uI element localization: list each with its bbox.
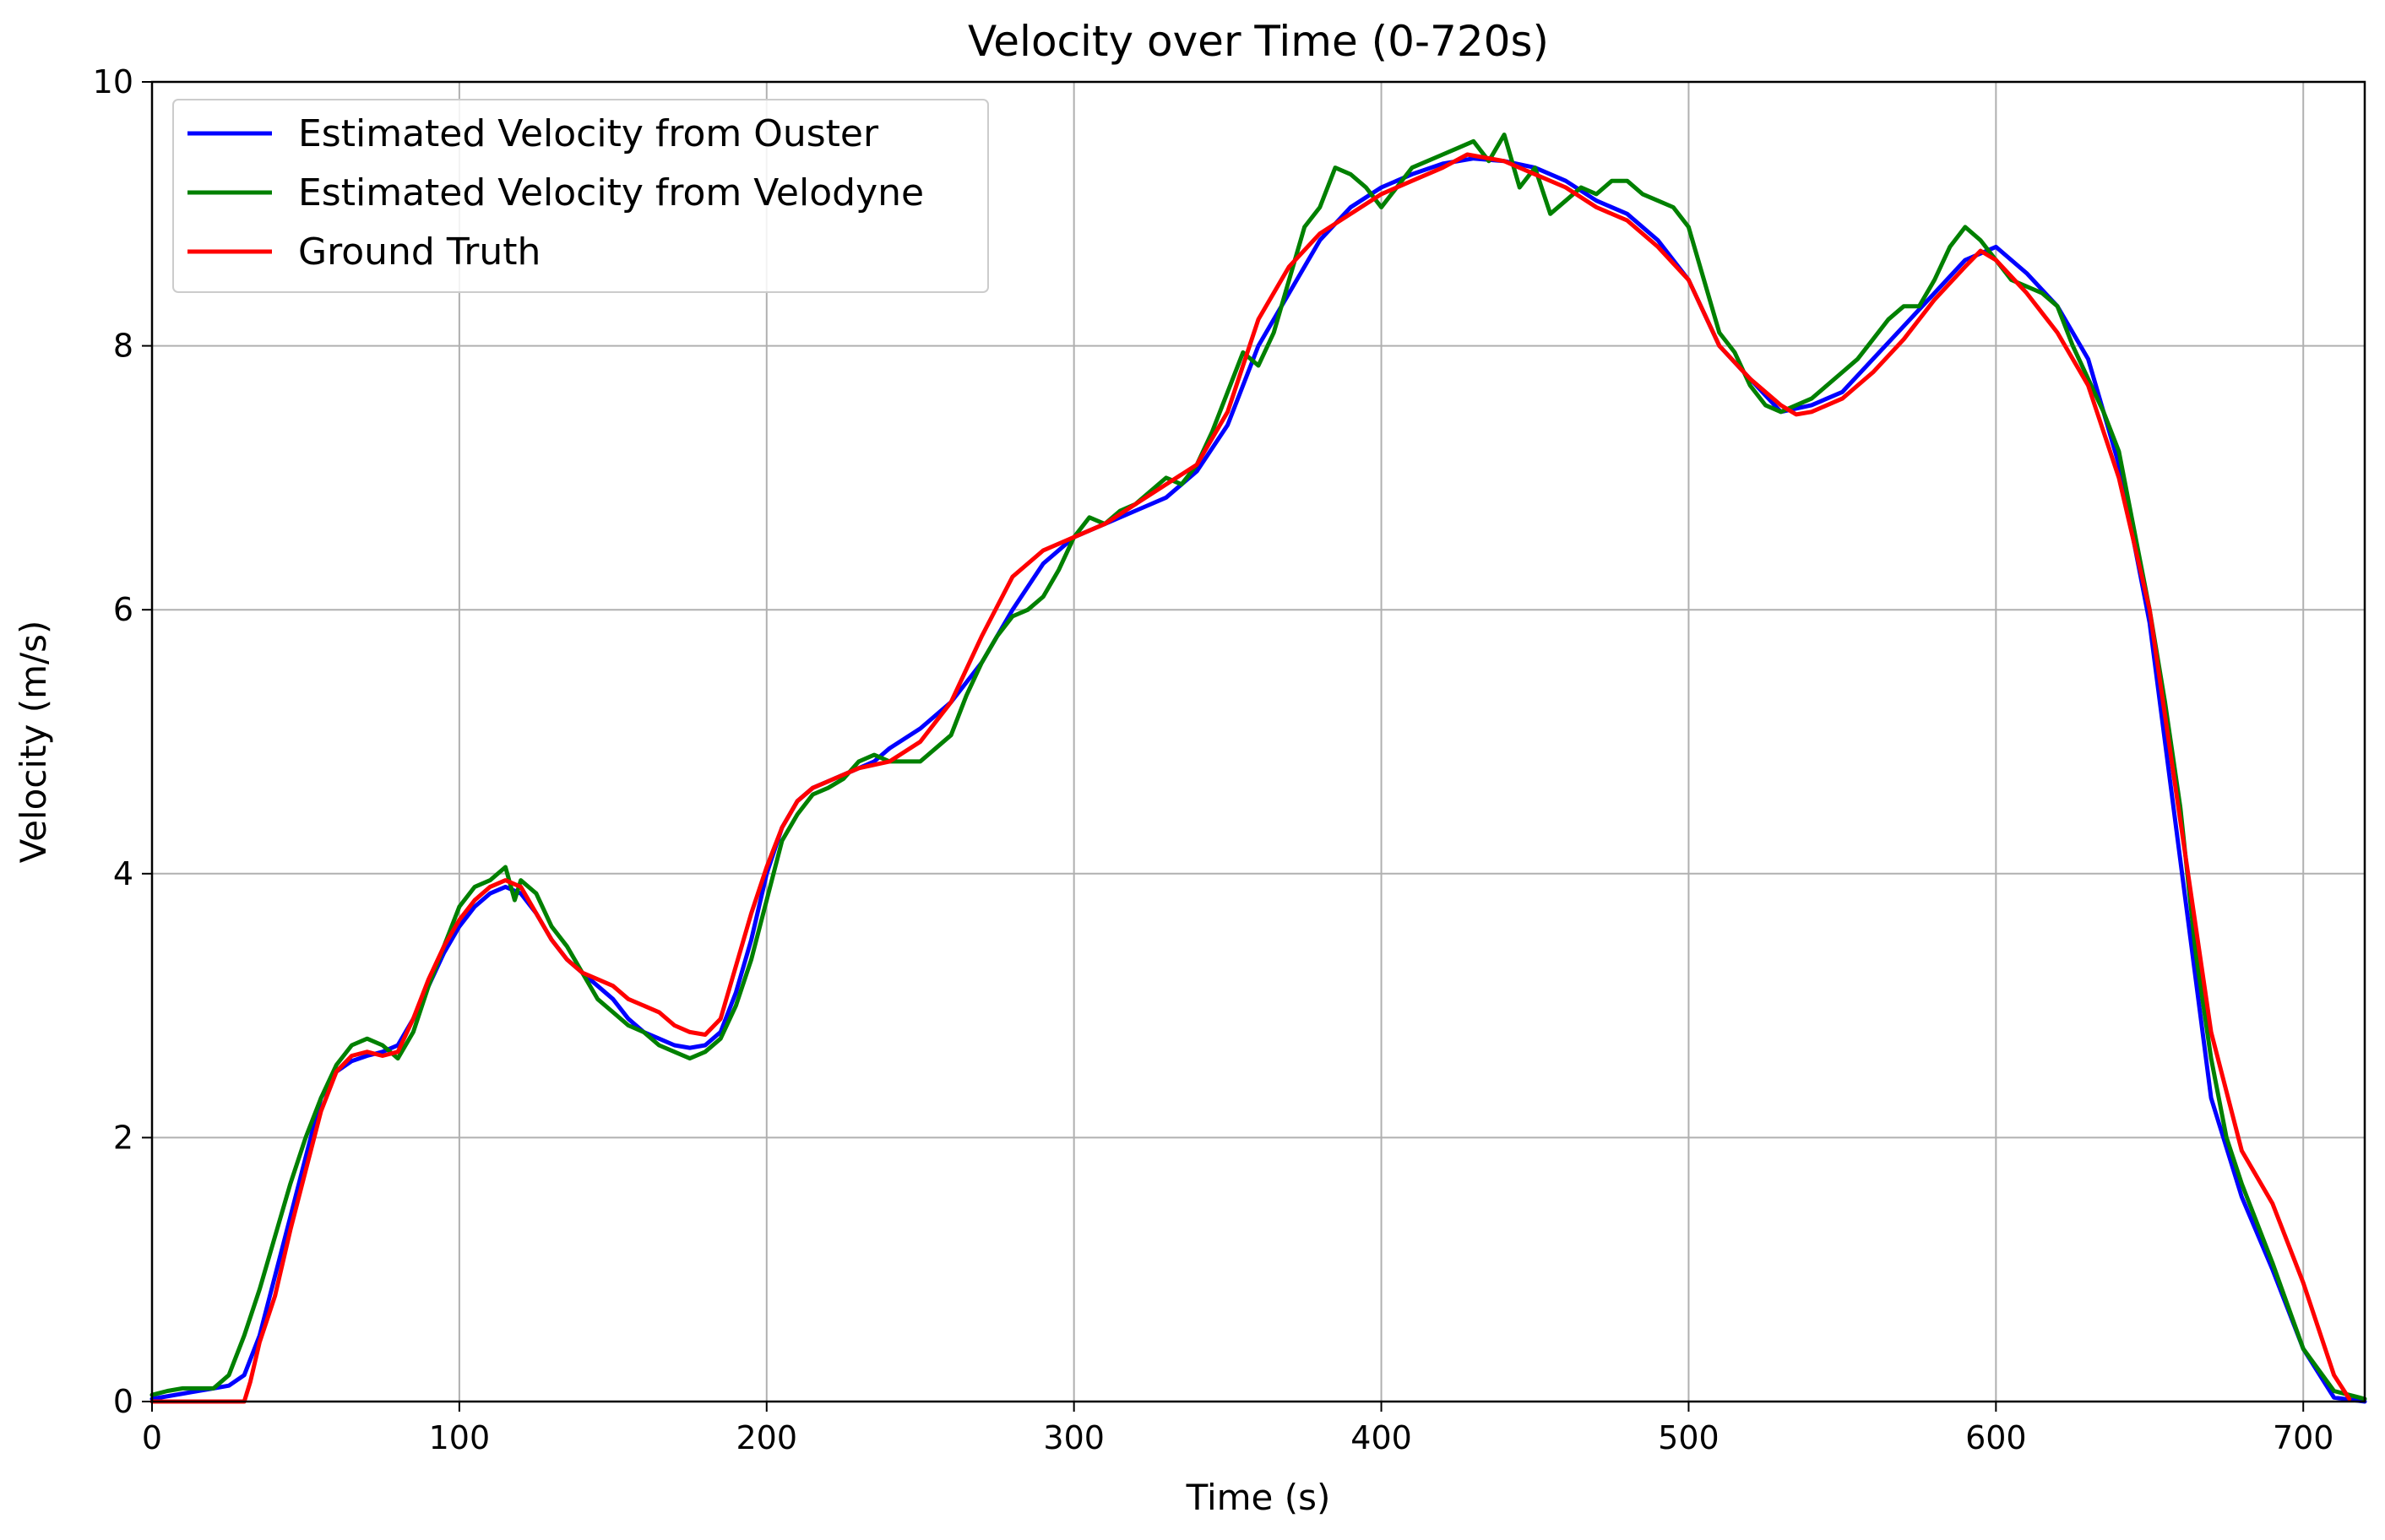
series-line-3 [149, 152, 2352, 1404]
x-tick-label: 300 [1043, 1419, 1105, 1456]
y-tick-label: 2 [113, 1119, 133, 1156]
legend-label-3: Ground Truth [298, 230, 541, 274]
y-tick-label: 6 [113, 591, 133, 628]
x-tick-label: 200 [736, 1419, 798, 1456]
y-tick-label: 8 [113, 328, 133, 365]
x-tick-label: 500 [1658, 1419, 1719, 1456]
y-tick-label: 4 [113, 855, 133, 892]
x-tick-label: 400 [1350, 1419, 1412, 1456]
y-tick-label: 0 [113, 1383, 133, 1420]
series-line-2 [149, 133, 2367, 1402]
legend-label-1: Estimated Velocity from Ouster [298, 112, 879, 155]
chart-title: Velocity over Time (0-720s) [968, 17, 1549, 66]
y-tick-label: 10 [93, 63, 133, 100]
legend: Estimated Velocity from Ouster Estimated … [172, 99, 989, 293]
axis-ticks: 0 100 200 300 400 500 600 700 0 2 4 6 8 10 [93, 63, 2334, 1456]
legend-box [172, 99, 989, 293]
y-axis-label: Velocity (m/s) [13, 621, 54, 864]
x-tick-label: 600 [1965, 1419, 2027, 1456]
x-tick-label: 100 [429, 1419, 491, 1456]
x-axis-label: Time (s) [1186, 1477, 1331, 1518]
series-lines [149, 133, 2367, 1404]
plot-area-frame [150, 80, 2366, 1403]
x-tick-label: 0 [142, 1419, 162, 1456]
x-tick-label: 700 [2273, 1419, 2334, 1456]
legend-label-2: Estimated Velocity from Velodyne [298, 171, 924, 214]
